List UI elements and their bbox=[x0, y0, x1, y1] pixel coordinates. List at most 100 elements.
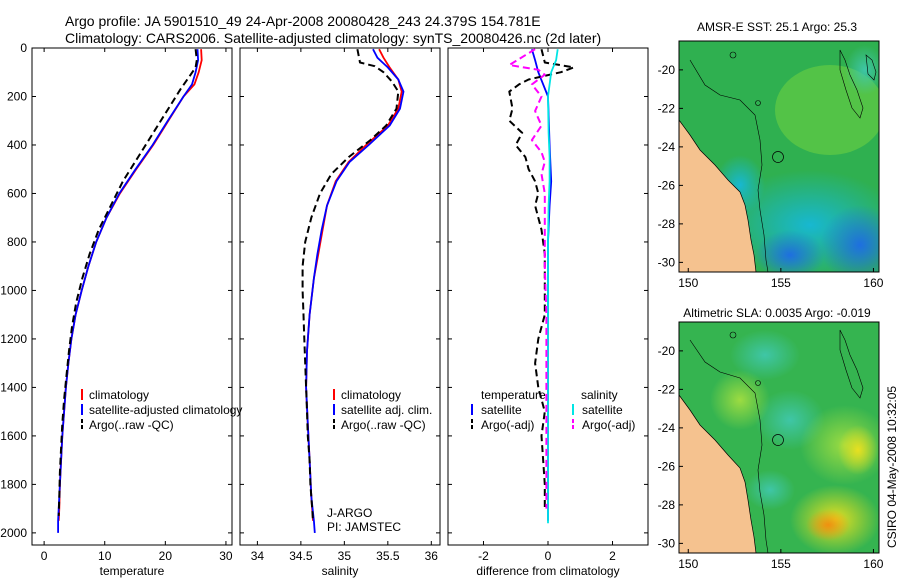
sst-map-xtick-label: 150 bbox=[678, 276, 698, 290]
sla-island-3 bbox=[729, 331, 737, 339]
diff-legend-label: Argo(-adj) bbox=[481, 418, 534, 432]
sst-cold-blob-2 bbox=[755, 230, 825, 272]
sst-map-ytick-label: -26 bbox=[658, 178, 676, 192]
sla-map-ytick-label: -22 bbox=[658, 382, 676, 396]
difference-xtick-label: 0 bbox=[545, 549, 552, 563]
difference-xlabel: difference from climatology bbox=[476, 564, 619, 578]
diff-legend-label: satellite bbox=[481, 403, 522, 417]
salinity-xtick-label: 35 bbox=[338, 549, 352, 563]
header-title: Argo profile: JA 5901510_49 24-Apr-2008 … bbox=[65, 13, 541, 29]
sla-map-frame bbox=[678, 321, 880, 554]
depth-tick-label: 1400 bbox=[0, 380, 27, 394]
sst-land bbox=[679, 41, 756, 272]
diff-legend-header-temperature: temperature bbox=[481, 388, 546, 402]
salinity-annotation: J-ARGO bbox=[327, 506, 372, 520]
sla-map-xtick-label: 160 bbox=[863, 557, 883, 571]
temperature-xtick-label: 0 bbox=[41, 549, 48, 563]
salinity-legend-label: climatology bbox=[341, 388, 401, 402]
sst-map-panel: AMSR-E SST: 25.1 Argo: 25.3 150 155 160 -20… bbox=[658, 20, 884, 290]
salinity-xtick-label: 36 bbox=[425, 549, 439, 563]
depth-tick-label: 800 bbox=[7, 235, 27, 249]
depth-tick-label: 1600 bbox=[0, 429, 27, 443]
depth-tick-label: 1800 bbox=[0, 477, 27, 491]
depth-tick-label: 600 bbox=[7, 186, 27, 200]
sst-map-title: AMSR-E SST: 25.1 Argo: 25.3 bbox=[697, 20, 857, 34]
sla-orange-blob bbox=[806, 509, 850, 541]
sst-island-2 bbox=[755, 100, 761, 106]
sla-light-blob-2 bbox=[710, 370, 770, 430]
sst-island-3 bbox=[729, 51, 737, 59]
difference-xtick-label: -2 bbox=[478, 549, 489, 563]
depth-tick-label: 2000 bbox=[0, 526, 27, 540]
salinity-xtick-label: 34 bbox=[251, 549, 265, 563]
sla-map-xtick-label: 150 bbox=[678, 557, 698, 571]
temperature-legend-label: satellite-adjusted climatology bbox=[89, 403, 242, 417]
depth-tick-label: 1200 bbox=[0, 332, 27, 346]
sla-map-ytick-label: -24 bbox=[658, 421, 676, 435]
sla-map-ytick-label: -20 bbox=[658, 344, 676, 358]
sst-island bbox=[772, 151, 784, 163]
salinity-xlabel: salinity bbox=[322, 564, 359, 578]
sst-reef-outline-2 bbox=[865, 54, 877, 81]
salinity-legend-label: satellite adj. clim. bbox=[341, 403, 432, 417]
sla-map-xtick-label: 155 bbox=[771, 557, 791, 571]
depth-tick-label: 0 bbox=[20, 41, 27, 55]
depth-tick-label: 200 bbox=[7, 89, 27, 103]
temperature-xlabel: temperature bbox=[100, 564, 165, 578]
salinity-axes-frame bbox=[239, 47, 441, 546]
salinity-series-argo-raw-qc- bbox=[301, 49, 400, 521]
depth-tick-label: 400 bbox=[7, 138, 27, 152]
salinity-legend-label: Argo(..raw -QC) bbox=[341, 418, 426, 432]
salinity-panel: 34 34.5 35 35.5 36 salinity climatologysatelli… bbox=[239, 47, 441, 578]
sst-cold-blob bbox=[820, 205, 879, 272]
sst-reef-outline bbox=[839, 49, 864, 119]
csiro-stamp: CSIRO 04-May-2008 10:32:05 bbox=[885, 386, 899, 548]
sst-map-ytick-label: -28 bbox=[658, 217, 676, 231]
temperature-series-argo-raw-qc- bbox=[57, 49, 198, 516]
sst-map-xtick-label: 160 bbox=[863, 276, 883, 290]
sla-yellow-blob-2 bbox=[838, 425, 878, 475]
difference-series-salinity-satellite bbox=[547, 49, 559, 524]
sst-isobath bbox=[689, 59, 769, 272]
depth-tick-label: 1000 bbox=[0, 283, 27, 297]
temperature-series-satellite-adjusted-climatology bbox=[57, 49, 200, 533]
difference-series-temperature-argo-adj- bbox=[508, 48, 575, 509]
sla-map-ytick-label: -30 bbox=[658, 536, 676, 550]
diff-legend-header-salinity: salinity bbox=[581, 388, 618, 402]
diff-legend-label: satellite bbox=[582, 403, 623, 417]
sst-map-frame bbox=[678, 40, 880, 273]
sst-map-ytick-label: -22 bbox=[658, 101, 676, 115]
sla-coastline bbox=[679, 394, 757, 553]
sla-map-panel: Altimetric SLA: 0.0035 Argo: -0.019 150 1… bbox=[658, 306, 884, 571]
sst-map-xtick-label: 155 bbox=[771, 276, 791, 290]
sla-map-ytick-label: -26 bbox=[658, 459, 676, 473]
temperature-xtick-label: 10 bbox=[98, 549, 112, 563]
salinity-xtick-label: 35.5 bbox=[376, 549, 400, 563]
sla-map-ytick-label: -28 bbox=[658, 498, 676, 512]
sla-teal-blob-3 bbox=[745, 470, 795, 510]
temperature-xtick-label: 20 bbox=[159, 549, 173, 563]
header-subtitle: Climatology: CARS2006. Satellite-adjuste… bbox=[65, 30, 601, 46]
temperature-legend-label: Argo(..raw -QC) bbox=[89, 418, 174, 432]
temperature-xtick-label: 30 bbox=[219, 549, 233, 563]
sst-map-ytick-label: -20 bbox=[658, 63, 676, 77]
salinity-series-satellite-adj-clim- bbox=[305, 48, 405, 533]
sla-isobath bbox=[689, 339, 769, 553]
salinity-xtick-label: 34.5 bbox=[289, 549, 313, 563]
sla-island bbox=[772, 434, 784, 446]
sst-map-ytick-label: -30 bbox=[658, 255, 676, 269]
salinity-series-climatology bbox=[305, 48, 403, 521]
sla-map-title: Altimetric SLA: 0.0035 Argo: -0.019 bbox=[683, 306, 871, 320]
sla-reef-outline bbox=[839, 329, 864, 399]
salinity-annotation: PI: JAMSTEC bbox=[327, 520, 401, 534]
difference-xtick-label: 2 bbox=[609, 549, 616, 563]
sst-map-ytick-label: -24 bbox=[658, 140, 676, 154]
temperature-axes-frame bbox=[31, 47, 233, 546]
temperature-panel: 0 200 400 600 800 1000 1200 1400 1600 1800 2000 0 10… bbox=[0, 41, 242, 578]
sst-coastline bbox=[679, 119, 757, 272]
